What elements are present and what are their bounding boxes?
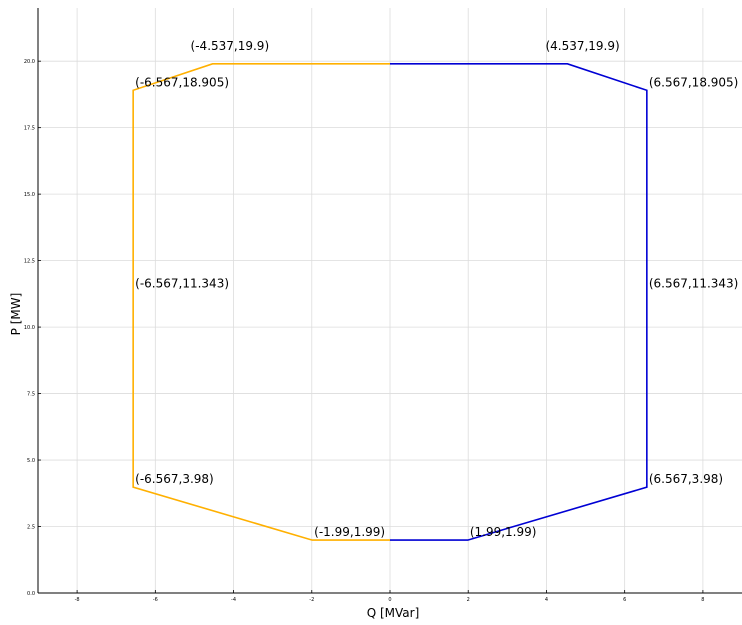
- x-tick-label: 0: [388, 597, 391, 603]
- x-axis-label: Q [MVar]: [367, 606, 420, 620]
- y-tick-label: 20.0: [24, 59, 35, 65]
- point-annotation: (-4.537,19.9): [191, 39, 270, 53]
- x-tick-label: 4: [545, 597, 548, 603]
- point-annotation: (4.537,19.9): [545, 39, 619, 53]
- x-tick-label: 6: [623, 597, 626, 603]
- x-tick-label: -8: [75, 597, 80, 603]
- y-tick-label: 2.5: [27, 525, 35, 531]
- y-tick-label: 17.5: [24, 126, 35, 132]
- point-annotation: (1.99,1.99): [470, 525, 537, 539]
- y-tick-label: 10.0: [24, 325, 35, 331]
- point-annotation: (6.567,3.98): [649, 472, 723, 486]
- point-annotations: (-4.537,19.9) (4.537,19.9) (-6.567,18.905)…: [135, 39, 738, 539]
- y-tick-label: 15.0: [24, 192, 35, 198]
- series-layer: [132, 63, 648, 541]
- x-tick-label: 8: [701, 597, 704, 603]
- x-tick-label: -4: [231, 597, 236, 603]
- point-annotation: (-6.567,11.343): [135, 276, 229, 290]
- y-tick-label: 12.5: [24, 259, 35, 265]
- point-annotation: (6.567,18.905): [649, 75, 739, 89]
- point-annotation: (-6.567,18.905): [135, 75, 229, 89]
- y-axis-label: P [MW]: [9, 293, 23, 336]
- y-tick-label: 0.0: [27, 591, 35, 597]
- series-left-line: [132, 63, 390, 541]
- x-tick-label: -2: [309, 597, 314, 603]
- axes: [37, 8, 742, 594]
- point-annotation: (6.567,11.343): [649, 276, 739, 290]
- x-tick-label: -6: [153, 597, 158, 603]
- y-tick-label: 7.5: [27, 392, 35, 398]
- x-tick-label: 2: [467, 597, 470, 603]
- series-right-line: [390, 63, 648, 541]
- point-annotation: (-6.567,3.98): [135, 472, 214, 486]
- tick-labels: -8 -6 -4 -2 0 2 4 6 8 0.0 2.5 5.0 7.5 10.0 12.5 15.0 17.…: [24, 59, 705, 603]
- y-tick-label: 5.0: [27, 458, 35, 464]
- grid: [38, 8, 742, 594]
- point-annotation: (-1.99,1.99): [314, 525, 385, 539]
